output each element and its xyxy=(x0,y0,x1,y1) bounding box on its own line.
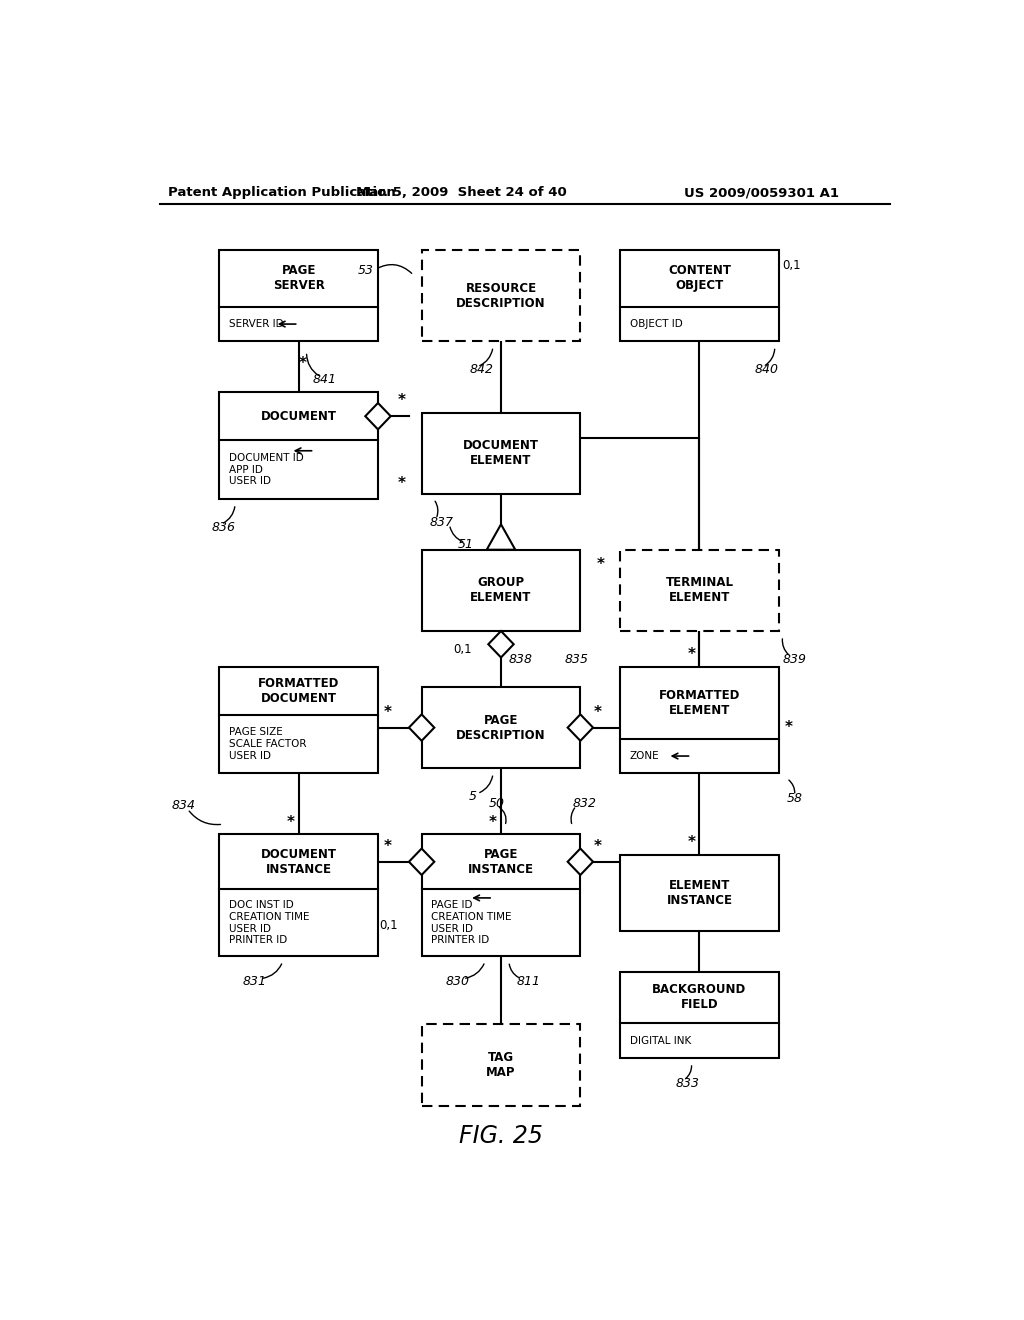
Text: *: * xyxy=(594,840,602,854)
Bar xyxy=(219,249,378,342)
Text: 0,1: 0,1 xyxy=(454,643,472,656)
Text: *: * xyxy=(594,705,602,719)
Text: DIGITAL INK: DIGITAL INK xyxy=(630,1036,691,1045)
Polygon shape xyxy=(409,849,434,875)
Text: SERVER ID: SERVER ID xyxy=(228,319,284,329)
Polygon shape xyxy=(488,631,514,657)
Text: 839: 839 xyxy=(782,653,807,667)
Text: 834: 834 xyxy=(172,800,196,812)
Bar xyxy=(620,549,778,631)
Bar xyxy=(422,549,581,631)
Text: PAGE
INSTANCE: PAGE INSTANCE xyxy=(468,847,534,875)
Text: PAGE ID
CREATION TIME
USER ID
PRINTER ID: PAGE ID CREATION TIME USER ID PRINTER ID xyxy=(431,900,512,945)
Bar xyxy=(422,1024,581,1106)
Polygon shape xyxy=(486,524,515,549)
Text: 833: 833 xyxy=(676,1077,699,1090)
Bar xyxy=(620,854,778,931)
Text: 53: 53 xyxy=(358,264,374,277)
Text: *: * xyxy=(384,705,391,719)
Text: US 2009/0059301 A1: US 2009/0059301 A1 xyxy=(684,186,839,199)
Bar xyxy=(422,686,581,768)
Text: 58: 58 xyxy=(786,792,803,805)
Text: FORMATTED
DOCUMENT: FORMATTED DOCUMENT xyxy=(258,677,339,705)
Polygon shape xyxy=(567,714,593,741)
Text: *: * xyxy=(397,477,406,491)
Bar xyxy=(422,249,581,342)
Text: PAGE SIZE
SCALE FACTOR
USER ID: PAGE SIZE SCALE FACTOR USER ID xyxy=(228,727,306,760)
Text: *: * xyxy=(384,840,391,854)
Text: BACKGROUND
FIELD: BACKGROUND FIELD xyxy=(652,983,746,1011)
Text: *: * xyxy=(299,356,306,371)
Text: PAGE
DESCRIPTION: PAGE DESCRIPTION xyxy=(456,714,546,742)
Text: 830: 830 xyxy=(445,975,469,989)
Bar xyxy=(620,972,778,1057)
Text: 836: 836 xyxy=(211,521,236,533)
Polygon shape xyxy=(567,849,593,875)
Text: 841: 841 xyxy=(313,374,337,387)
Text: *: * xyxy=(287,814,295,829)
Text: 840: 840 xyxy=(755,363,779,376)
Text: RESOURCE
DESCRIPTION: RESOURCE DESCRIPTION xyxy=(456,281,546,310)
Bar xyxy=(620,249,778,342)
Text: Patent Application Publication: Patent Application Publication xyxy=(168,186,395,199)
Text: FIG. 25: FIG. 25 xyxy=(459,1125,543,1148)
Text: 50: 50 xyxy=(489,797,505,810)
Text: DOCUMENT
ELEMENT: DOCUMENT ELEMENT xyxy=(463,440,539,467)
Text: TAG
MAP: TAG MAP xyxy=(486,1051,516,1078)
Text: ZONE: ZONE xyxy=(630,751,659,762)
Text: ELEMENT
INSTANCE: ELEMENT INSTANCE xyxy=(667,879,732,907)
Text: *: * xyxy=(687,836,695,850)
Text: DOCUMENT ID
APP ID
USER ID: DOCUMENT ID APP ID USER ID xyxy=(228,453,303,486)
Polygon shape xyxy=(366,403,391,429)
Text: *: * xyxy=(397,393,406,408)
Text: OBJECT ID: OBJECT ID xyxy=(630,319,682,329)
Text: 0,1: 0,1 xyxy=(782,259,802,272)
Bar xyxy=(219,834,378,956)
Text: 832: 832 xyxy=(572,797,596,810)
Text: CONTENT
OBJECT: CONTENT OBJECT xyxy=(668,264,731,292)
Text: Mar. 5, 2009  Sheet 24 of 40: Mar. 5, 2009 Sheet 24 of 40 xyxy=(356,186,566,199)
Text: *: * xyxy=(489,814,497,829)
Text: PAGE
SERVER: PAGE SERVER xyxy=(272,264,325,292)
Bar xyxy=(620,667,778,774)
Bar xyxy=(422,834,581,956)
Text: 51: 51 xyxy=(458,539,473,552)
Text: *: * xyxy=(784,721,793,735)
Text: TERMINAL
ELEMENT: TERMINAL ELEMENT xyxy=(666,577,733,605)
Text: 5: 5 xyxy=(469,791,477,803)
Text: 811: 811 xyxy=(517,975,541,989)
Text: *: * xyxy=(596,557,604,573)
Text: GROUP
ELEMENT: GROUP ELEMENT xyxy=(470,577,531,605)
Text: DOC INST ID
CREATION TIME
USER ID
PRINTER ID: DOC INST ID CREATION TIME USER ID PRINTE… xyxy=(228,900,309,945)
Text: FORMATTED
ELEMENT: FORMATTED ELEMENT xyxy=(658,689,740,717)
Text: 831: 831 xyxy=(243,975,267,989)
Text: *: * xyxy=(687,647,695,661)
Bar xyxy=(219,392,378,499)
Text: 838: 838 xyxy=(509,653,532,667)
Polygon shape xyxy=(409,714,434,741)
Text: DOCUMENT
INSTANCE: DOCUMENT INSTANCE xyxy=(261,847,337,875)
Bar xyxy=(422,413,581,494)
Text: 0,1: 0,1 xyxy=(380,919,398,932)
Text: 835: 835 xyxy=(564,653,589,667)
Text: 837: 837 xyxy=(430,516,454,529)
Bar xyxy=(219,667,378,774)
Text: DOCUMENT: DOCUMENT xyxy=(261,409,337,422)
Text: 842: 842 xyxy=(469,363,494,376)
